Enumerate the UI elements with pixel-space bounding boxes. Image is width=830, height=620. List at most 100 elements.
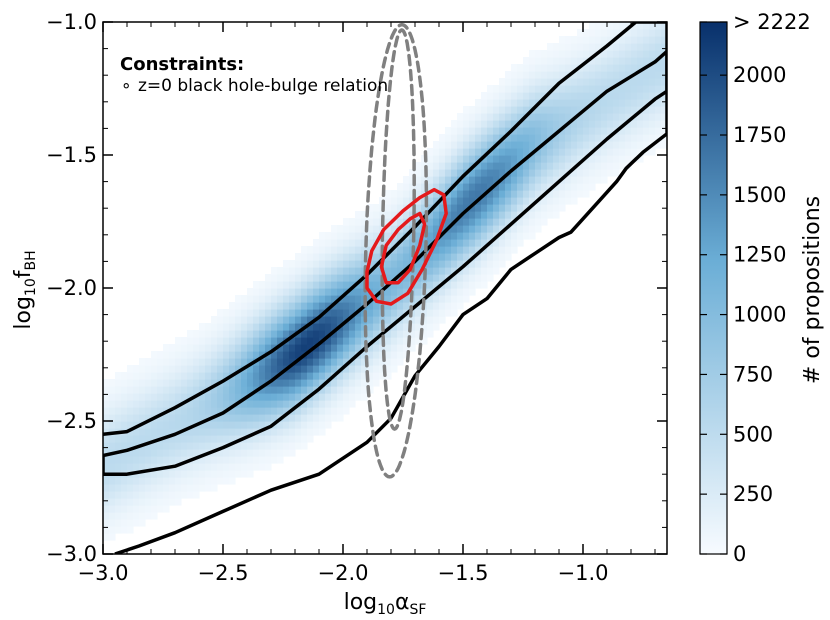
y-tick-label: −3.0 bbox=[46, 542, 97, 566]
heatmap-cell bbox=[139, 400, 146, 408]
heatmap-cell bbox=[283, 393, 290, 401]
heatmap-cell bbox=[451, 190, 458, 198]
heatmap-cell bbox=[259, 386, 266, 394]
heatmap-cell bbox=[529, 169, 536, 177]
heatmap-cell bbox=[253, 281, 260, 289]
heatmap-cell bbox=[133, 512, 140, 520]
heatmap-cell bbox=[193, 386, 200, 394]
heatmap-cell bbox=[121, 407, 128, 415]
heatmap-cell bbox=[151, 365, 158, 373]
heatmap-cell bbox=[655, 99, 662, 107]
heatmap-cell bbox=[139, 386, 146, 394]
heatmap-cell bbox=[493, 148, 500, 156]
heatmap-cell bbox=[145, 414, 152, 422]
heatmap-cell bbox=[199, 358, 206, 366]
heatmap-cell bbox=[589, 134, 596, 142]
heatmap-cell bbox=[403, 337, 410, 345]
heatmap-cell bbox=[523, 141, 530, 149]
heatmap-cell bbox=[385, 365, 392, 373]
heatmap-cell bbox=[205, 442, 212, 450]
heatmap-cell bbox=[505, 204, 512, 212]
heatmap-cell bbox=[661, 29, 667, 37]
heatmap-cell bbox=[475, 134, 482, 142]
heatmap-cell bbox=[325, 372, 332, 380]
heatmap-cell bbox=[613, 29, 620, 37]
heatmap-cell bbox=[469, 288, 476, 296]
heatmap-cell bbox=[319, 295, 326, 303]
heatmap-cell bbox=[325, 407, 332, 415]
heatmap-cell bbox=[121, 372, 128, 380]
heatmap-cell bbox=[403, 239, 410, 247]
heatmap-cell bbox=[529, 176, 536, 184]
heatmap-cell bbox=[661, 127, 667, 135]
heatmap-cell bbox=[283, 421, 290, 429]
heatmap-cell bbox=[625, 127, 632, 135]
heatmap-cell bbox=[493, 134, 500, 142]
heatmap-cell bbox=[457, 120, 464, 128]
heatmap-cell bbox=[505, 106, 512, 114]
heatmap-cell bbox=[451, 253, 458, 261]
heatmap-cell bbox=[289, 330, 296, 338]
heatmap-cell bbox=[379, 365, 386, 373]
heatmap-cell bbox=[547, 85, 554, 93]
y-tick-label: −2.5 bbox=[46, 409, 97, 433]
heatmap-cell bbox=[127, 526, 134, 534]
heatmap-cell bbox=[475, 127, 482, 135]
heatmap-cell bbox=[277, 407, 284, 415]
heatmap-cell bbox=[361, 232, 368, 240]
heatmap-cell bbox=[445, 288, 452, 296]
heatmap-cell bbox=[535, 148, 542, 156]
heatmap-cell bbox=[481, 239, 488, 247]
heatmap-cell bbox=[541, 218, 548, 226]
heatmap-cell bbox=[547, 43, 554, 51]
heatmap-cell bbox=[235, 428, 242, 436]
heatmap-cell bbox=[241, 358, 248, 366]
heatmap-cell bbox=[307, 253, 314, 261]
heatmap-cell bbox=[481, 99, 488, 107]
heatmap-cell bbox=[481, 120, 488, 128]
heatmap-cell bbox=[457, 148, 464, 156]
heatmap-cell bbox=[337, 393, 344, 401]
heatmap-cell bbox=[463, 141, 470, 149]
heatmap-cell bbox=[307, 344, 314, 352]
heatmap-cell bbox=[235, 386, 242, 394]
heatmap-cell bbox=[391, 225, 398, 233]
heatmap-cell bbox=[439, 295, 446, 303]
heatmap-cell bbox=[157, 456, 164, 464]
heatmap-cell bbox=[295, 309, 302, 317]
heatmap-cell bbox=[403, 302, 410, 310]
heatmap-cell bbox=[169, 435, 176, 443]
heatmap-cell bbox=[559, 85, 566, 93]
heatmap-cell bbox=[469, 155, 476, 163]
heatmap-cell bbox=[319, 260, 326, 268]
heatmap-cell bbox=[601, 29, 608, 37]
heatmap-cell bbox=[121, 379, 128, 387]
heatmap-cell bbox=[181, 421, 188, 429]
heatmap-cell bbox=[115, 414, 122, 422]
heatmap-cell bbox=[343, 260, 350, 268]
heatmap-cell bbox=[103, 533, 110, 541]
heatmap-cell bbox=[493, 92, 500, 100]
heatmap-cell bbox=[451, 162, 458, 170]
heatmap-cell bbox=[163, 365, 170, 373]
heatmap-cell bbox=[283, 288, 290, 296]
heatmap-cell bbox=[145, 421, 152, 429]
heatmap-cell bbox=[109, 400, 116, 408]
heatmap-cell bbox=[259, 302, 266, 310]
heatmap-cell bbox=[337, 260, 344, 268]
heatmap-cell bbox=[325, 316, 332, 324]
heatmap-cell bbox=[589, 169, 596, 177]
heatmap-cell bbox=[463, 295, 470, 303]
heatmap-cell bbox=[451, 148, 458, 156]
heatmap-cell bbox=[139, 505, 146, 513]
heatmap-cell bbox=[493, 204, 500, 212]
heatmap-cell bbox=[241, 323, 248, 331]
heatmap-cell bbox=[151, 435, 158, 443]
heatmap-cell bbox=[223, 337, 230, 345]
heatmap-cell bbox=[127, 484, 134, 492]
heatmap-cell bbox=[223, 351, 230, 359]
heatmap-cell bbox=[481, 197, 488, 205]
heatmap-cell bbox=[133, 393, 140, 401]
heatmap-cell bbox=[133, 505, 140, 513]
